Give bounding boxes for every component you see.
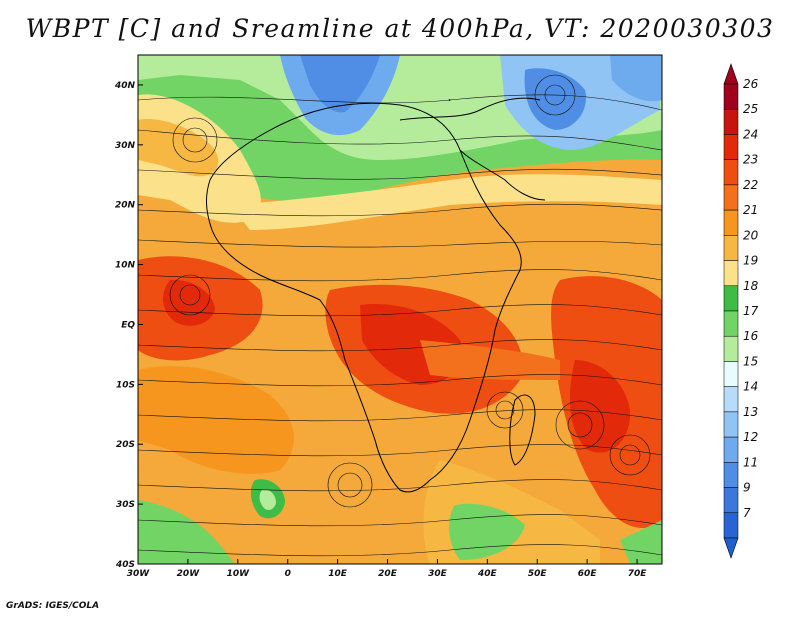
colorbar-label: 18 bbox=[743, 279, 759, 293]
colorbar-label: 17 bbox=[743, 304, 759, 318]
lon-tick-label: 60E bbox=[578, 569, 598, 579]
streamlines bbox=[138, 74, 662, 557]
lon-tick-label: 70E bbox=[628, 569, 648, 579]
colorbar-bottom-arrow bbox=[723, 537, 739, 559]
lat-tick-label: 30S bbox=[116, 500, 135, 510]
map-frame bbox=[137, 54, 663, 565]
colorbar-label: 22 bbox=[743, 178, 758, 192]
colorbar-label: 9 bbox=[743, 481, 751, 495]
colorbar-swatch bbox=[723, 411, 739, 438]
colorbar-label: 16 bbox=[743, 329, 759, 343]
lon-tick-label: 20E bbox=[378, 569, 398, 579]
lat-tick-label: 20S bbox=[116, 440, 135, 450]
colorbar-label: 26 bbox=[743, 77, 759, 91]
colorbar-label: 15 bbox=[743, 354, 758, 368]
colorbar-swatch bbox=[723, 436, 739, 463]
colorbar-swatch bbox=[723, 83, 739, 110]
colorbar-swatch bbox=[723, 335, 739, 362]
lon-tick-label: 50E bbox=[528, 569, 548, 579]
lon-tick-label: 10E bbox=[328, 569, 348, 579]
colorbar-label: 20 bbox=[743, 228, 759, 242]
lon-tick-label: 30E bbox=[428, 569, 448, 579]
colorbar-swatch bbox=[723, 285, 739, 312]
lat-tick-label: EQ bbox=[121, 320, 135, 330]
colorbar-label: 11 bbox=[743, 455, 758, 469]
latitude-ticks: 40N 30N 20N 10N EQ 10S 20S 30S 40S bbox=[114, 81, 143, 570]
colorbar-label: 23 bbox=[743, 153, 758, 167]
page-title: WBPT [C] and Sreamline at 400hPa, VT: 20… bbox=[25, 14, 775, 43]
lon-tick-label: 20W bbox=[177, 569, 201, 579]
colorbar-label: 14 bbox=[743, 380, 758, 394]
colorbar-label: 12 bbox=[743, 430, 758, 444]
colorbar-label: 25 bbox=[743, 102, 758, 116]
lon-tick-label: 30W bbox=[127, 569, 151, 579]
colorbar: 26 25 24 23 22 21 20 19 18 17 16 15 14 13 12 11 9 7 bbox=[723, 63, 759, 559]
colorbar-top-arrow bbox=[723, 63, 739, 85]
lon-tick-label: 0 bbox=[285, 569, 291, 579]
colorbar-label: 19 bbox=[743, 254, 758, 268]
colorbar-label: 21 bbox=[743, 203, 758, 217]
colorbar-swatch bbox=[723, 310, 739, 337]
colorbar-swatch bbox=[723, 108, 739, 135]
longitude-ticks: 30W 20W 10W 0 10E 20E 30E 40E 50E 60E 70E bbox=[127, 559, 647, 579]
lon-tick-label: 40E bbox=[477, 569, 498, 579]
wbpt-shading bbox=[138, 55, 662, 564]
colorbar-label: 7 bbox=[743, 506, 751, 520]
lat-tick-label: 40S bbox=[115, 560, 135, 570]
colorbar-swatch bbox=[723, 184, 739, 211]
colorbar-swatch bbox=[723, 487, 739, 514]
colorbar-swatch bbox=[723, 512, 739, 539]
colorbar-swatch bbox=[723, 386, 739, 413]
lon-tick-label: 10W bbox=[227, 569, 251, 579]
colorbar-label: 13 bbox=[743, 405, 758, 419]
colorbar-swatch bbox=[723, 159, 739, 186]
lat-tick-label: 20N bbox=[115, 201, 136, 211]
colorbar-label: 24 bbox=[743, 127, 758, 141]
colorbar-swatch bbox=[723, 462, 739, 488]
lat-tick-label: 30N bbox=[115, 141, 136, 151]
colorbar-swatch bbox=[723, 134, 739, 160]
coastlines bbox=[206, 97, 546, 493]
colorbar-swatch bbox=[723, 260, 739, 287]
colorbar-swatch bbox=[723, 361, 739, 387]
lat-tick-label: 40N bbox=[114, 81, 136, 91]
footer-credit: GrADS: IGES/COLA bbox=[6, 601, 100, 611]
lat-tick-label: 10N bbox=[115, 261, 136, 271]
lat-tick-label: 10S bbox=[116, 380, 135, 390]
colorbar-swatch bbox=[723, 209, 739, 236]
colorbar-swatch bbox=[723, 235, 739, 261]
